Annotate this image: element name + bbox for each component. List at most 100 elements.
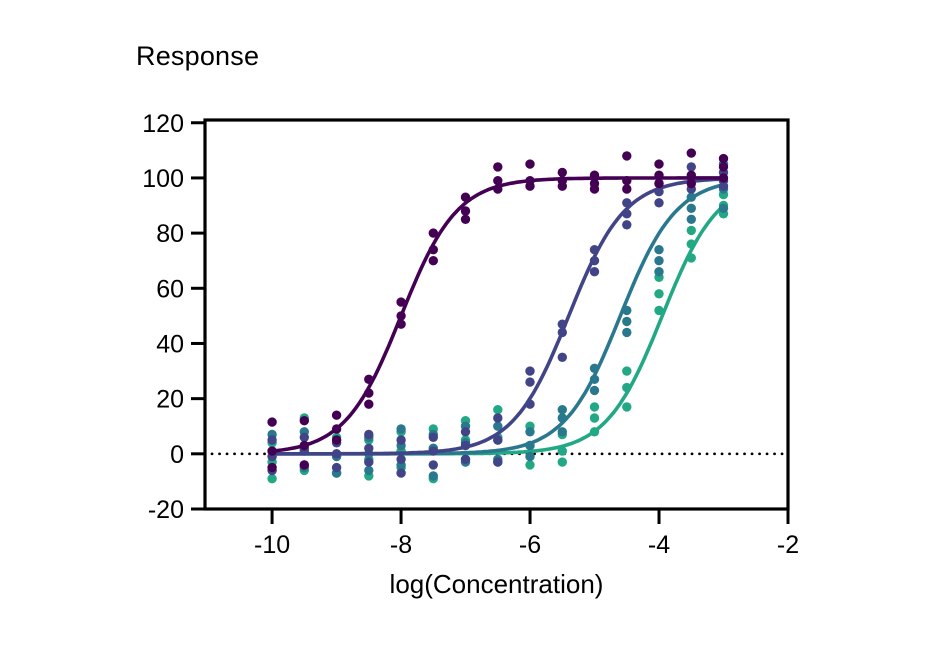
data-point-curve-1-dark-purple <box>460 206 471 216</box>
data-point-curve-2-indigo <box>557 319 567 329</box>
data-point-curve-3-teal <box>622 316 632 327</box>
data-point-curve-2-indigo <box>460 427 471 437</box>
data-point-curve-2-indigo <box>718 181 729 191</box>
data-point-curve-1-dark-purple <box>428 228 438 238</box>
data-point-curve-4-green <box>589 413 600 423</box>
data-point-curve-1-dark-purple <box>654 159 664 169</box>
data-point-curve-1-dark-purple <box>396 311 406 321</box>
data-point-curve-3-teal <box>557 405 567 415</box>
data-point-curve-1-dark-purple <box>686 148 696 158</box>
data-point-curve-1-dark-purple <box>557 181 567 191</box>
data-point-curve-1-dark-purple <box>460 192 471 202</box>
data-point-curve-4-green <box>686 239 696 249</box>
data-point-curve-2-indigo <box>686 162 696 172</box>
data-point-curve-1-dark-purple <box>428 245 438 255</box>
data-point-curve-1-dark-purple <box>299 460 309 470</box>
data-point-curve-2-indigo <box>525 366 535 376</box>
data-point-curve-2-indigo <box>589 267 600 277</box>
data-point-curve-1-dark-purple <box>686 178 696 189</box>
x-axis-label: log(Concentration) <box>389 569 604 599</box>
data-point-curve-2-indigo <box>364 457 374 467</box>
y-tick-label: 100 <box>142 165 184 193</box>
data-point-curve-1-dark-purple <box>331 410 342 420</box>
data-point-curve-3-teal <box>557 413 567 423</box>
data-point-curve-3-teal <box>428 471 438 481</box>
data-point-curve-1-dark-purple <box>654 170 664 180</box>
y-tick-label: 0 <box>170 441 184 469</box>
data-point-curve-1-dark-purple <box>622 176 632 186</box>
data-point-curve-1-dark-purple <box>267 462 277 473</box>
data-point-curve-2-indigo <box>493 413 503 423</box>
data-point-curve-1-dark-purple <box>460 214 471 224</box>
data-point-curve-4-green <box>654 305 664 316</box>
x-tick-label: -2 <box>777 531 799 559</box>
data-point-curve-1-dark-purple <box>525 181 535 191</box>
data-point-curve-4-green <box>267 474 277 484</box>
data-point-curve-1-dark-purple <box>493 176 503 186</box>
data-point-curve-2-indigo <box>525 399 535 409</box>
data-point-curve-4-green <box>525 460 535 470</box>
x-tick-label: -8 <box>390 531 412 559</box>
data-point-curve-4-green <box>686 225 696 236</box>
data-point-curve-2-indigo <box>331 462 342 473</box>
data-point-curve-3-teal <box>654 267 664 277</box>
data-point-curve-4-green <box>622 402 632 412</box>
data-point-curve-3-teal <box>364 465 374 476</box>
y-tick-label: 40 <box>156 330 184 358</box>
data-point-curve-4-green <box>589 402 600 412</box>
data-point-curve-2-indigo <box>589 256 600 266</box>
data-point-curve-2-indigo <box>460 440 471 451</box>
data-point-curve-1-dark-purple <box>428 256 438 266</box>
data-point-curve-1-dark-purple <box>525 159 535 169</box>
data-point-curve-2-indigo <box>460 454 471 464</box>
data-point-curve-1-dark-purple <box>299 440 309 451</box>
data-point-curve-2-indigo <box>428 460 438 470</box>
data-point-curve-2-indigo <box>428 446 438 456</box>
data-point-curve-4-green <box>589 427 600 437</box>
data-point-curve-2-indigo <box>267 435 277 445</box>
data-point-curve-2-indigo <box>493 435 503 445</box>
data-point-curve-2-indigo <box>364 429 374 440</box>
data-point-curve-1-dark-purple <box>557 167 567 178</box>
data-point-curve-2-indigo <box>622 220 632 230</box>
y-tick-label: 20 <box>156 386 184 414</box>
data-point-curve-3-teal <box>622 305 632 316</box>
fit-curve-2-indigo <box>270 177 726 456</box>
data-point-curve-2-indigo <box>525 377 535 387</box>
data-point-curve-3-teal <box>718 203 729 213</box>
chart-title: Response <box>136 41 260 71</box>
data-point-curve-4-green <box>557 446 567 456</box>
y-tick-label: 60 <box>156 275 184 303</box>
x-tick-label: -10 <box>254 531 290 559</box>
data-point-curve-1-dark-purple <box>718 173 729 183</box>
data-point-curve-2-indigo <box>557 352 567 362</box>
data-point-curve-1-dark-purple <box>267 446 277 456</box>
data-point-curve-2-indigo <box>364 443 374 453</box>
data-point-curve-4-green <box>654 289 664 299</box>
data-point-curve-2-indigo <box>622 198 632 208</box>
data-point-curve-4-green <box>622 366 632 376</box>
data-point-curve-1-dark-purple <box>589 170 600 180</box>
y-tick-label: -20 <box>148 496 184 524</box>
data-point-curve-1-dark-purple <box>364 374 374 384</box>
data-point-curve-2-indigo <box>493 457 503 467</box>
data-point-curve-2-indigo <box>589 245 600 255</box>
data-point-curve-3-teal <box>622 327 632 338</box>
data-point-curve-1-dark-purple <box>364 399 374 409</box>
data-point-curve-3-teal <box>525 427 535 437</box>
data-point-curve-1-dark-purple <box>364 388 374 398</box>
data-point-curve-1-dark-purple <box>331 435 342 445</box>
data-point-curve-3-teal <box>557 427 567 437</box>
data-point-curve-1-dark-purple <box>622 151 632 161</box>
data-point-curve-3-teal <box>686 203 696 213</box>
data-point-curve-2-indigo <box>396 435 406 445</box>
data-point-curve-2-indigo <box>557 327 567 338</box>
data-point-curve-2-indigo <box>396 468 406 478</box>
data-point-curve-2-indigo <box>396 454 406 464</box>
data-point-curve-1-dark-purple <box>493 162 503 172</box>
data-point-curve-3-teal <box>396 424 406 434</box>
data-point-curve-3-teal <box>654 256 664 266</box>
data-point-curve-1-dark-purple <box>589 184 600 194</box>
data-point-curve-4-green <box>622 382 632 393</box>
